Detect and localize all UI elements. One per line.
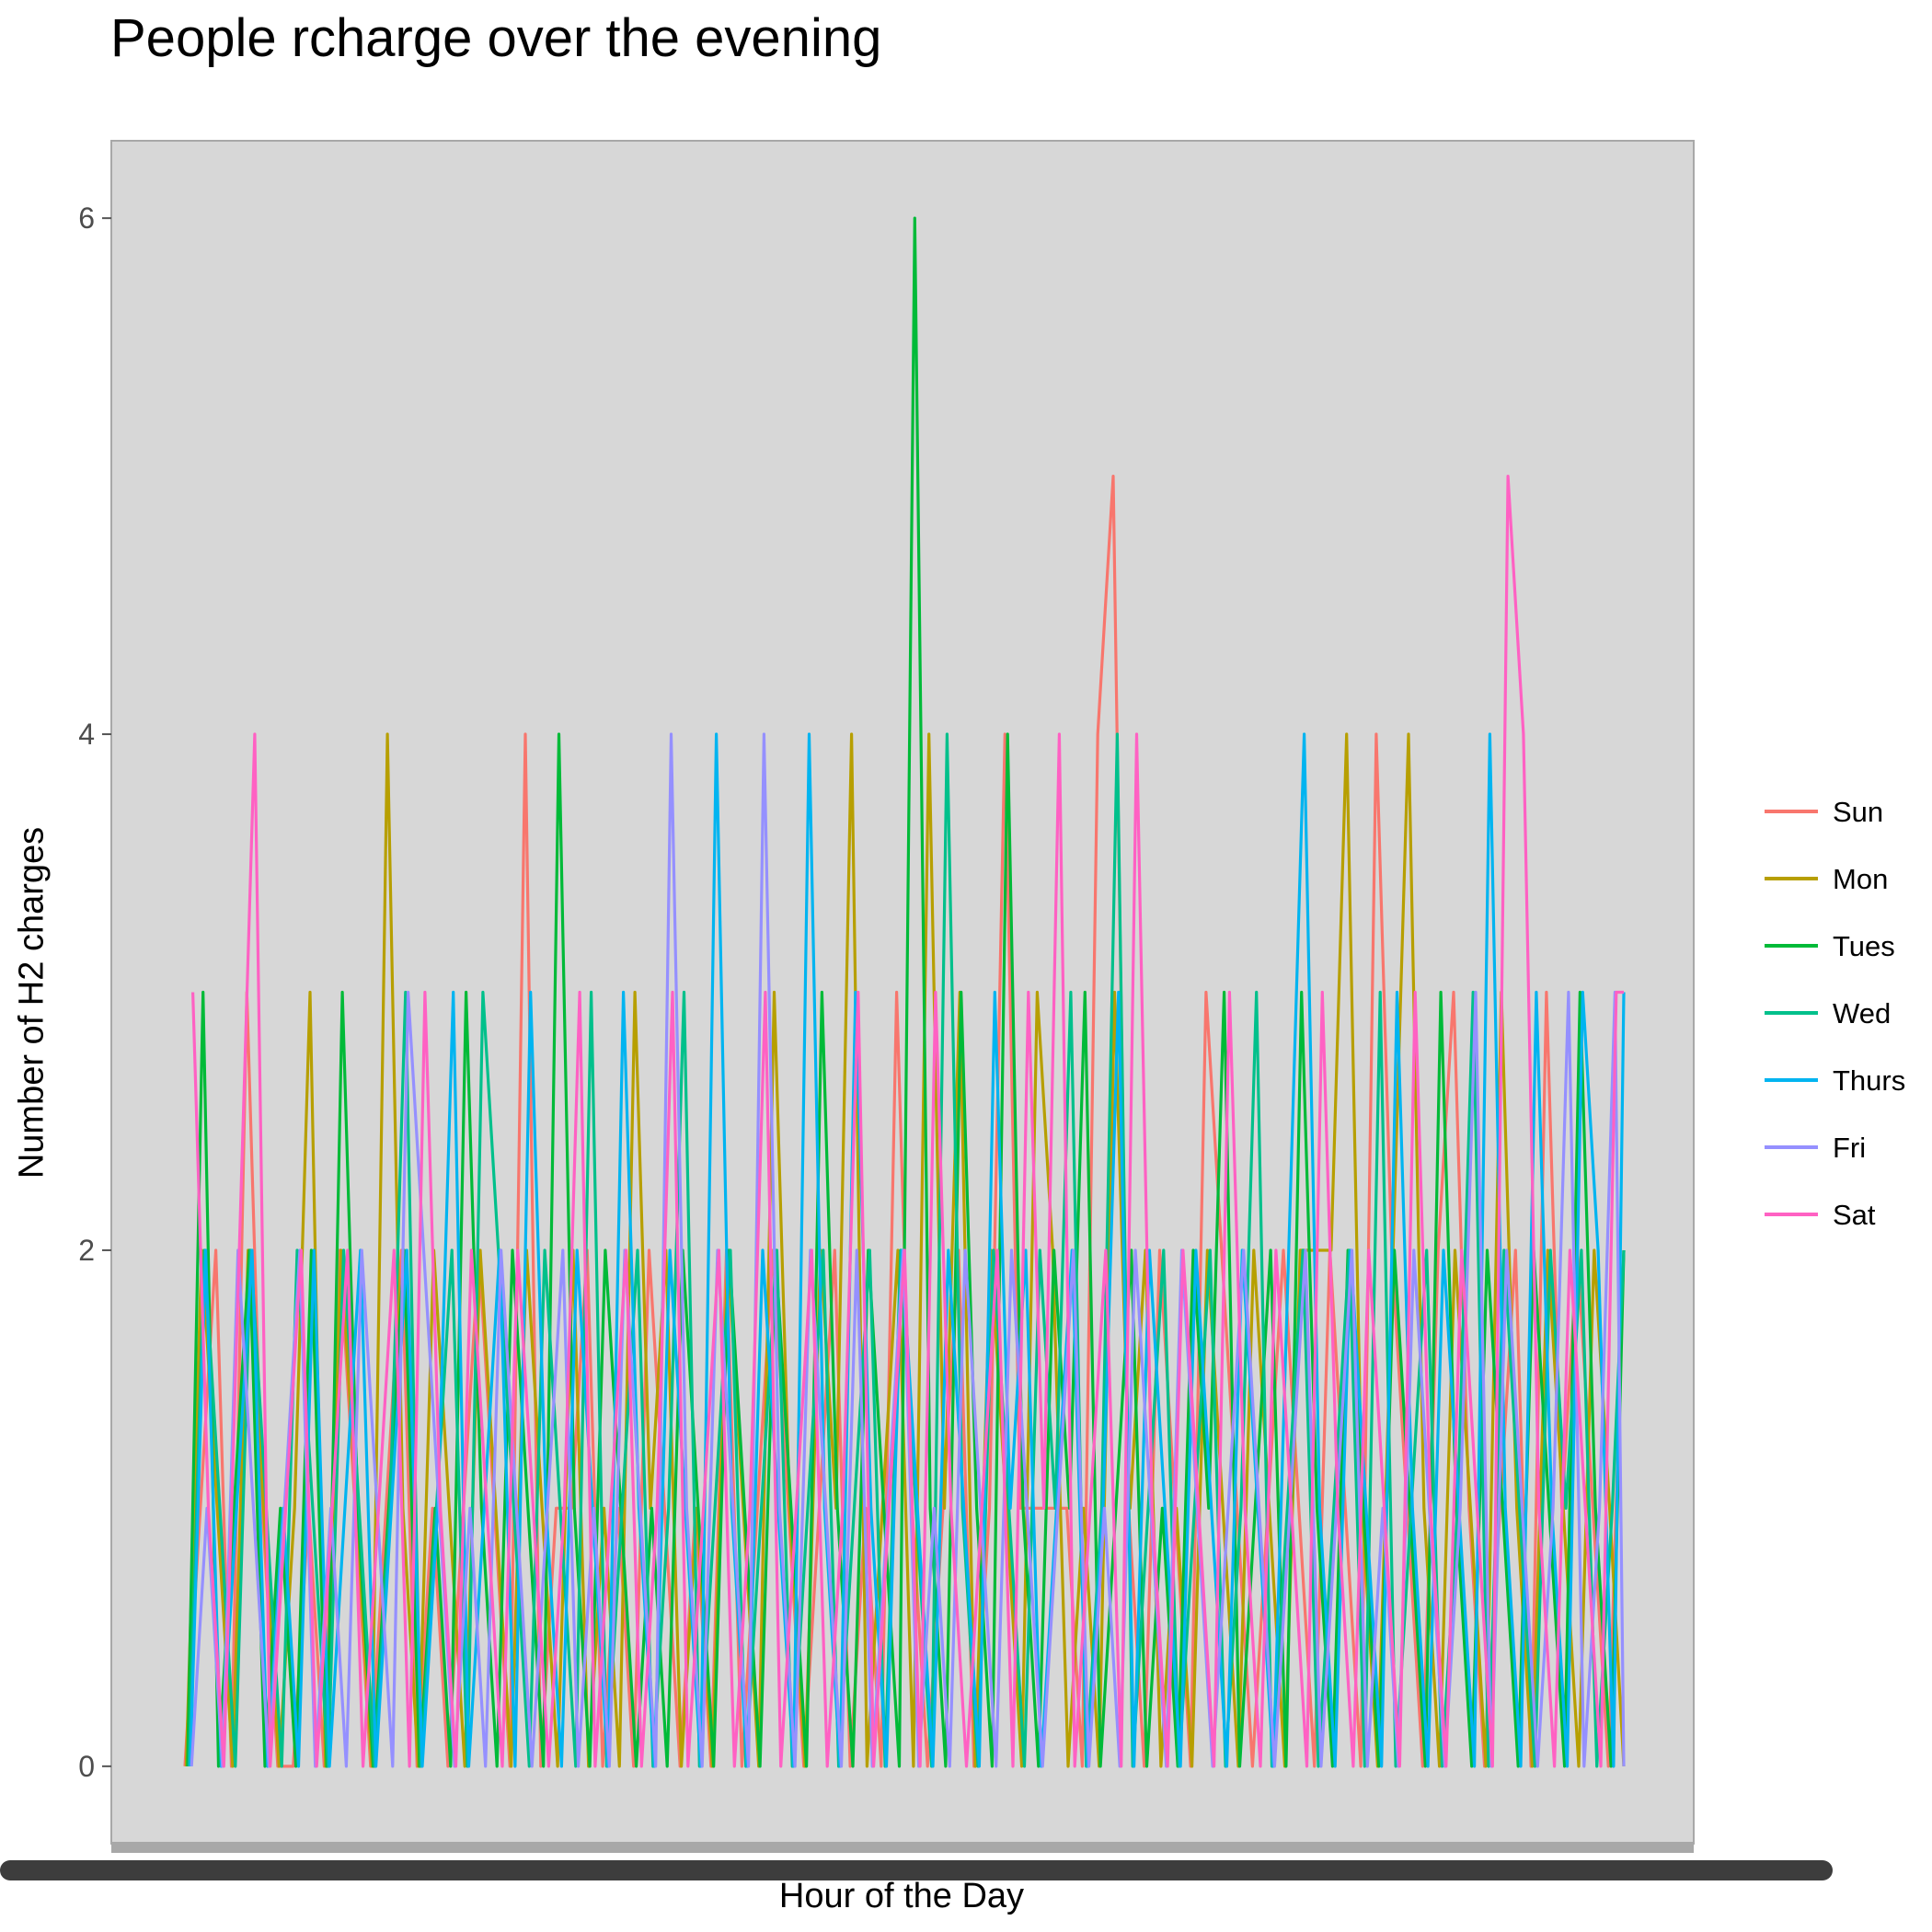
y-tick-label: 6 [78,201,95,235]
legend-label-mon: Mon [1833,863,1888,895]
y-tick-label: 4 [78,718,95,751]
chart-title: People rcharge over the evening [110,8,882,68]
y-tick-label: 2 [78,1234,95,1267]
y-tick-label: 0 [78,1750,95,1783]
series-line-sat [191,475,1624,1768]
x-tick-marks [111,1842,1694,1853]
legend-label-tues: Tues [1833,930,1895,962]
x-axis-label: Hour of the Day [778,1877,1025,1915]
legend-label-thurs: Thurs [1833,1064,1905,1097]
legend-label-sun: Sun [1833,796,1883,828]
legend-label-sat: Sat [1833,1199,1876,1231]
legend-label-fri: Fri [1833,1132,1866,1164]
x-tick-labels-overplotted [0,1860,1833,1880]
legend-label-wed: Wed [1833,997,1891,1029]
